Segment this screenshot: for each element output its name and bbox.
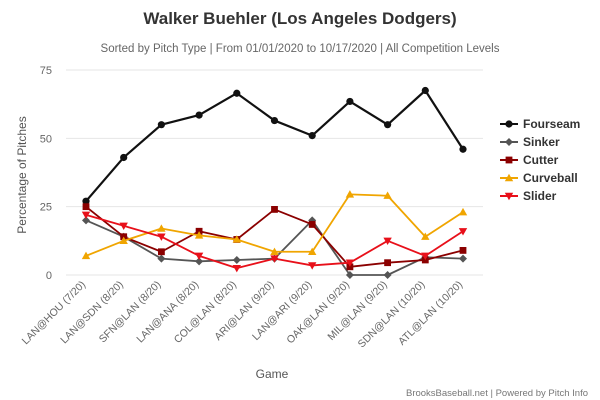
legend-item-sinker[interactable]: Sinker	[500, 135, 560, 149]
legend-marker-curveball[interactable]	[504, 173, 514, 182]
legend-label-cutter: Cutter	[523, 153, 559, 167]
y-tick-label: 0	[46, 270, 52, 282]
y-axis-ticks: 0 25 50 75	[40, 65, 52, 282]
data-point-slider[interactable]	[157, 233, 166, 241]
series-slider	[81, 211, 468, 273]
data-point-fourseam[interactable]	[384, 121, 392, 129]
legend-item-fourseam[interactable]: Fourseam	[500, 117, 580, 131]
data-point-cutter[interactable]	[308, 221, 316, 228]
series-fourseam	[82, 86, 467, 205]
chart-subtitle: Sorted by Pitch Type | From 01/01/2020 t…	[101, 43, 500, 55]
data-point-fourseam[interactable]	[120, 153, 128, 162]
data-point-cutter[interactable]	[459, 247, 467, 254]
data-point-cutter[interactable]	[82, 203, 90, 211]
chart-credits: BrooksBaseball.net | Powered by Pitch In…	[406, 388, 588, 399]
legend-marker-sinker[interactable]	[505, 138, 513, 146]
legend-label-sinker: Sinker	[523, 135, 560, 149]
y-tick-label: 75	[40, 65, 52, 77]
data-point-cutter[interactable]	[384, 259, 391, 267]
legend-label-fourseam: Fourseam	[523, 117, 580, 131]
data-point-cutter[interactable]	[158, 248, 165, 256]
legend-marker-cutter[interactable]	[505, 156, 513, 164]
data-point-sinker[interactable]	[195, 257, 204, 266]
legend-item-cutter[interactable]: Cutter	[500, 153, 559, 167]
legend-label-slider: Slider	[523, 189, 557, 203]
data-point-curveball[interactable]	[383, 191, 392, 199]
data-point-sinker[interactable]	[157, 254, 166, 263]
chart-title: Walker Buehler (Los Angeles Dodgers)	[143, 9, 456, 28]
data-point-slider[interactable]	[194, 252, 204, 261]
data-point-slider[interactable]	[458, 228, 468, 236]
data-point-curveball[interactable]	[119, 236, 128, 245]
data-point-fourseam[interactable]	[195, 111, 203, 119]
legend-label-curveball: Curveball	[523, 171, 578, 185]
data-point-curveball[interactable]	[194, 231, 204, 239]
data-point-curveball[interactable]	[232, 235, 241, 243]
data-point-sinker[interactable]	[459, 254, 467, 263]
legend-marker-fourseam[interactable]	[505, 120, 513, 128]
data-point-sinker[interactable]	[345, 271, 354, 279]
data-point-cutter[interactable]	[271, 206, 278, 213]
legend: Fourseam Sinker Cutter Curveball Slider	[500, 117, 580, 203]
data-point-sinker[interactable]	[82, 216, 90, 225]
data-point-fourseam[interactable]	[157, 121, 165, 129]
data-point-fourseam[interactable]	[346, 97, 354, 106]
data-point-fourseam[interactable]	[308, 132, 316, 140]
y-tick-label: 50	[40, 133, 52, 145]
data-point-curveball[interactable]	[270, 247, 279, 255]
data-point-slider[interactable]	[421, 252, 430, 261]
gridlines	[66, 69, 483, 276]
data-point-curveball[interactable]	[157, 224, 166, 232]
data-point-sinker[interactable]	[383, 271, 392, 279]
data-point-curveball[interactable]	[308, 247, 317, 255]
data-point-slider[interactable]	[345, 259, 355, 267]
data-point-curveball[interactable]	[81, 251, 91, 260]
y-axis-label: Percentage of Pitches	[15, 116, 29, 233]
data-point-sinker[interactable]	[232, 255, 241, 264]
data-point-slider[interactable]	[119, 222, 128, 230]
y-tick-label: 25	[40, 202, 52, 214]
data-point-slider[interactable]	[308, 262, 317, 270]
data-point-slider[interactable]	[383, 237, 392, 246]
data-point-slider[interactable]	[232, 264, 241, 273]
series-line-fourseam	[85, 89, 464, 202]
data-point-slider[interactable]	[81, 211, 91, 220]
data-point-fourseam[interactable]	[233, 89, 241, 97]
data-point-fourseam[interactable]	[270, 116, 279, 125]
x-tick-label: LAN@HOU (7/20)	[20, 279, 88, 347]
data-point-slider[interactable]	[270, 255, 279, 263]
data-point-fourseam[interactable]	[421, 86, 429, 95]
legend-item-slider[interactable]: Slider	[500, 189, 557, 203]
data-point-fourseam[interactable]	[459, 145, 467, 153]
data-point-curveball[interactable]	[345, 190, 355, 198]
legend-item-curveball[interactable]: Curveball	[500, 171, 578, 185]
data-point-fourseam[interactable]	[82, 197, 90, 205]
x-tick-label: SDN@LAN (10/20)	[356, 279, 428, 351]
data-point-curveball[interactable]	[458, 207, 468, 216]
legend-marker-slider[interactable]	[504, 192, 514, 201]
x-axis-ticks: LAN@HOU (7/20)LAN@SDN (8/20)SFN@LAN (8/2…	[20, 279, 465, 351]
series-layer	[81, 86, 468, 279]
data-point-curveball[interactable]	[421, 232, 430, 240]
x-axis-label: Game	[256, 367, 289, 381]
x-tick-label: ATL@LAN (10/20)	[396, 279, 465, 348]
